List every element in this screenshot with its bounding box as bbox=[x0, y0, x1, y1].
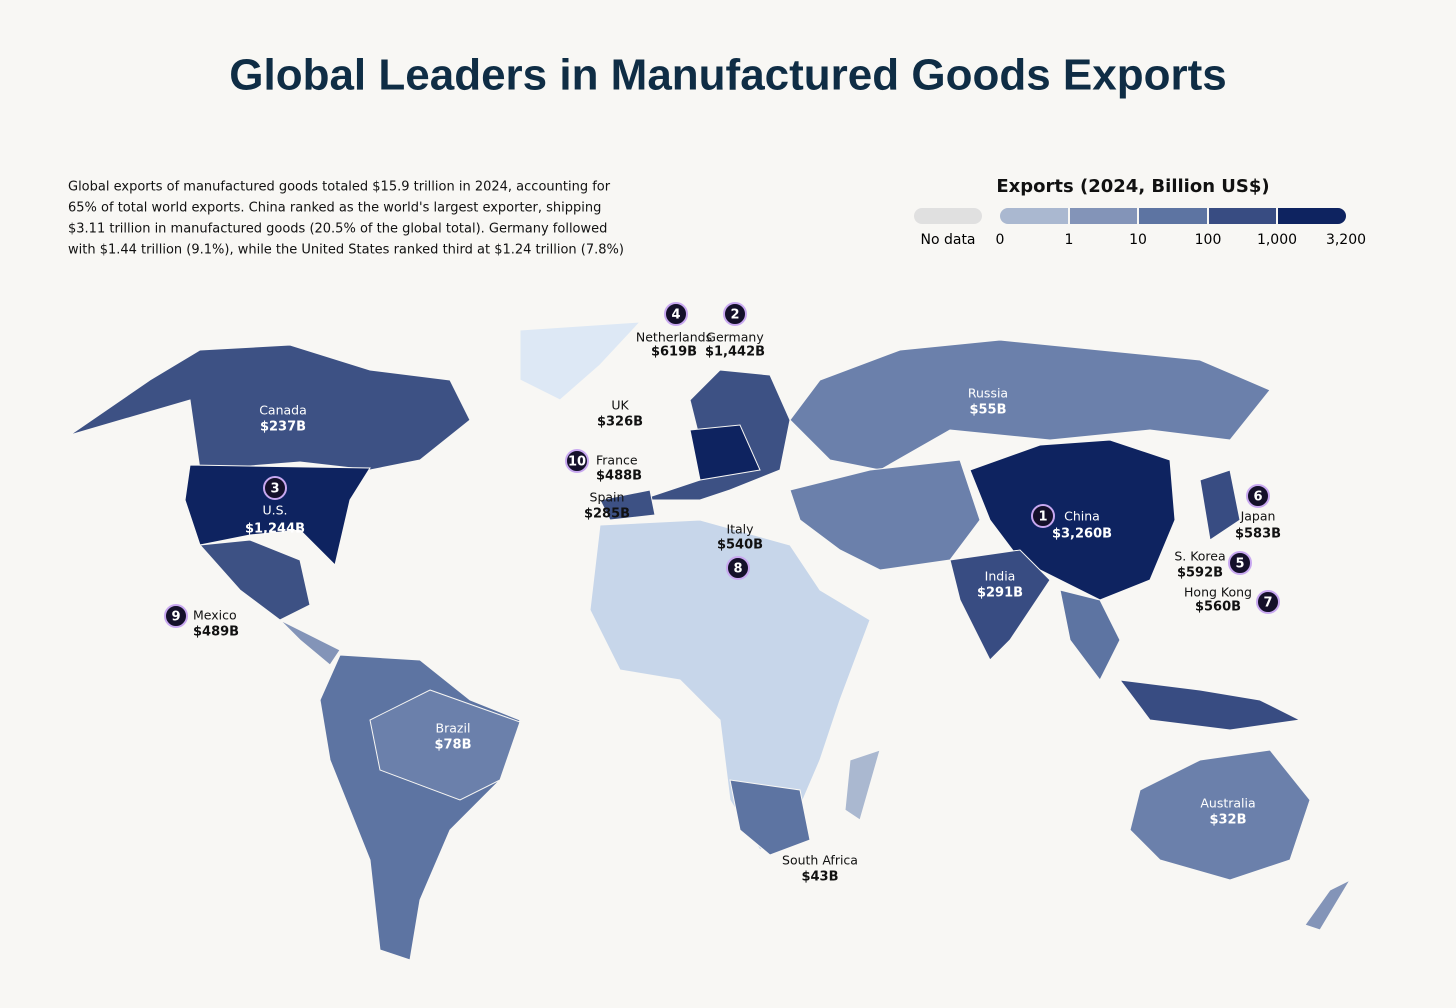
legend-tick: 100 bbox=[1195, 232, 1222, 248]
rank-badge bbox=[726, 556, 750, 580]
rank-number: 10 bbox=[568, 455, 586, 470]
country-value: $237B bbox=[260, 420, 306, 435]
country-name: Italy bbox=[726, 522, 754, 537]
rank-number: 4 bbox=[671, 308, 680, 323]
country-value: $1,244B bbox=[245, 522, 305, 537]
description: Global exports of manufactured goods tot… bbox=[68, 180, 624, 258]
legend-no-data bbox=[914, 208, 982, 224]
description-line: 65% of total world exports. China ranked… bbox=[68, 201, 601, 216]
description-line: with $1.44 trillion (9.1%), while the Un… bbox=[68, 243, 624, 258]
country-name: Brazil bbox=[436, 721, 471, 736]
country-name: UK bbox=[611, 398, 629, 413]
rank-number: 9 bbox=[171, 610, 180, 625]
legend-title: Exports (2024, Billion US$) bbox=[996, 176, 1269, 197]
rank-number: 5 bbox=[1235, 557, 1244, 572]
country-value: $291B bbox=[977, 586, 1023, 601]
rank-badge bbox=[664, 302, 688, 326]
country-name: India bbox=[985, 569, 1016, 584]
country-name: France bbox=[596, 453, 638, 468]
rank-badge bbox=[1031, 504, 1055, 528]
country-name: South Africa bbox=[782, 853, 858, 868]
legend-bar bbox=[1000, 208, 1346, 224]
rank-number: 8 bbox=[733, 562, 742, 577]
rank-badge bbox=[164, 604, 188, 628]
rank-number: 6 bbox=[1253, 490, 1262, 505]
rank-badge bbox=[723, 302, 747, 326]
country-value: $592B bbox=[1177, 566, 1223, 581]
description-line: Global exports of manufactured goods tot… bbox=[68, 180, 611, 195]
country-name: Germany bbox=[706, 330, 764, 345]
country-value: $540B bbox=[717, 538, 763, 553]
rank-number: 2 bbox=[730, 308, 739, 323]
country-value: $1,442B bbox=[705, 345, 765, 360]
country-name: Netherlands bbox=[636, 330, 712, 345]
country-name: Hong Kong bbox=[1184, 585, 1252, 600]
country-value: $583B bbox=[1235, 527, 1281, 542]
country-name: Canada bbox=[259, 403, 307, 418]
rank-badge bbox=[1228, 551, 1252, 575]
country-value: $560B bbox=[1195, 600, 1241, 615]
country-value: $285B bbox=[584, 507, 630, 522]
title: Global Leaders in Manufactured Goods Exp… bbox=[229, 51, 1227, 100]
rank-number: 3 bbox=[270, 482, 279, 497]
rank-badge bbox=[1256, 590, 1280, 614]
legend-tick: 0 bbox=[996, 232, 1005, 248]
country-value: $78B bbox=[434, 738, 471, 753]
rank-badge bbox=[565, 449, 589, 473]
rank-number: 7 bbox=[1263, 596, 1272, 611]
country-name: China bbox=[1064, 509, 1100, 524]
legend-tick: 1 bbox=[1065, 232, 1074, 248]
country-name: Australia bbox=[1200, 796, 1255, 811]
legend-tick: 1,000 bbox=[1257, 232, 1297, 248]
legend-tick: 3,200 bbox=[1326, 232, 1366, 248]
country-value: $489B bbox=[193, 625, 239, 640]
country-value: $3,260B bbox=[1052, 527, 1112, 542]
legend-tick: 10 bbox=[1129, 232, 1147, 248]
rank-number: 1 bbox=[1038, 510, 1047, 525]
country-value: $326B bbox=[597, 415, 643, 430]
rank-badge bbox=[263, 476, 287, 500]
country-name: S. Korea bbox=[1174, 549, 1225, 564]
country-value: $32B bbox=[1209, 813, 1246, 828]
country-name: Mexico bbox=[193, 608, 237, 623]
legend-no-data-label: No data bbox=[920, 232, 975, 248]
country-value: $488B bbox=[596, 469, 642, 484]
rank-badge bbox=[1246, 484, 1270, 508]
country-value: $43B bbox=[801, 870, 838, 885]
country-name: Japan bbox=[1240, 509, 1276, 524]
country-name: U.S. bbox=[262, 503, 287, 518]
world-map bbox=[69, 321, 1352, 961]
description-line: $3.11 trillion in manufactured goods (20… bbox=[68, 222, 607, 237]
country-value: $619B bbox=[651, 345, 697, 360]
country-name: Russia bbox=[968, 386, 1008, 401]
country-name: Spain bbox=[590, 490, 625, 505]
country-value: $55B bbox=[969, 403, 1006, 418]
